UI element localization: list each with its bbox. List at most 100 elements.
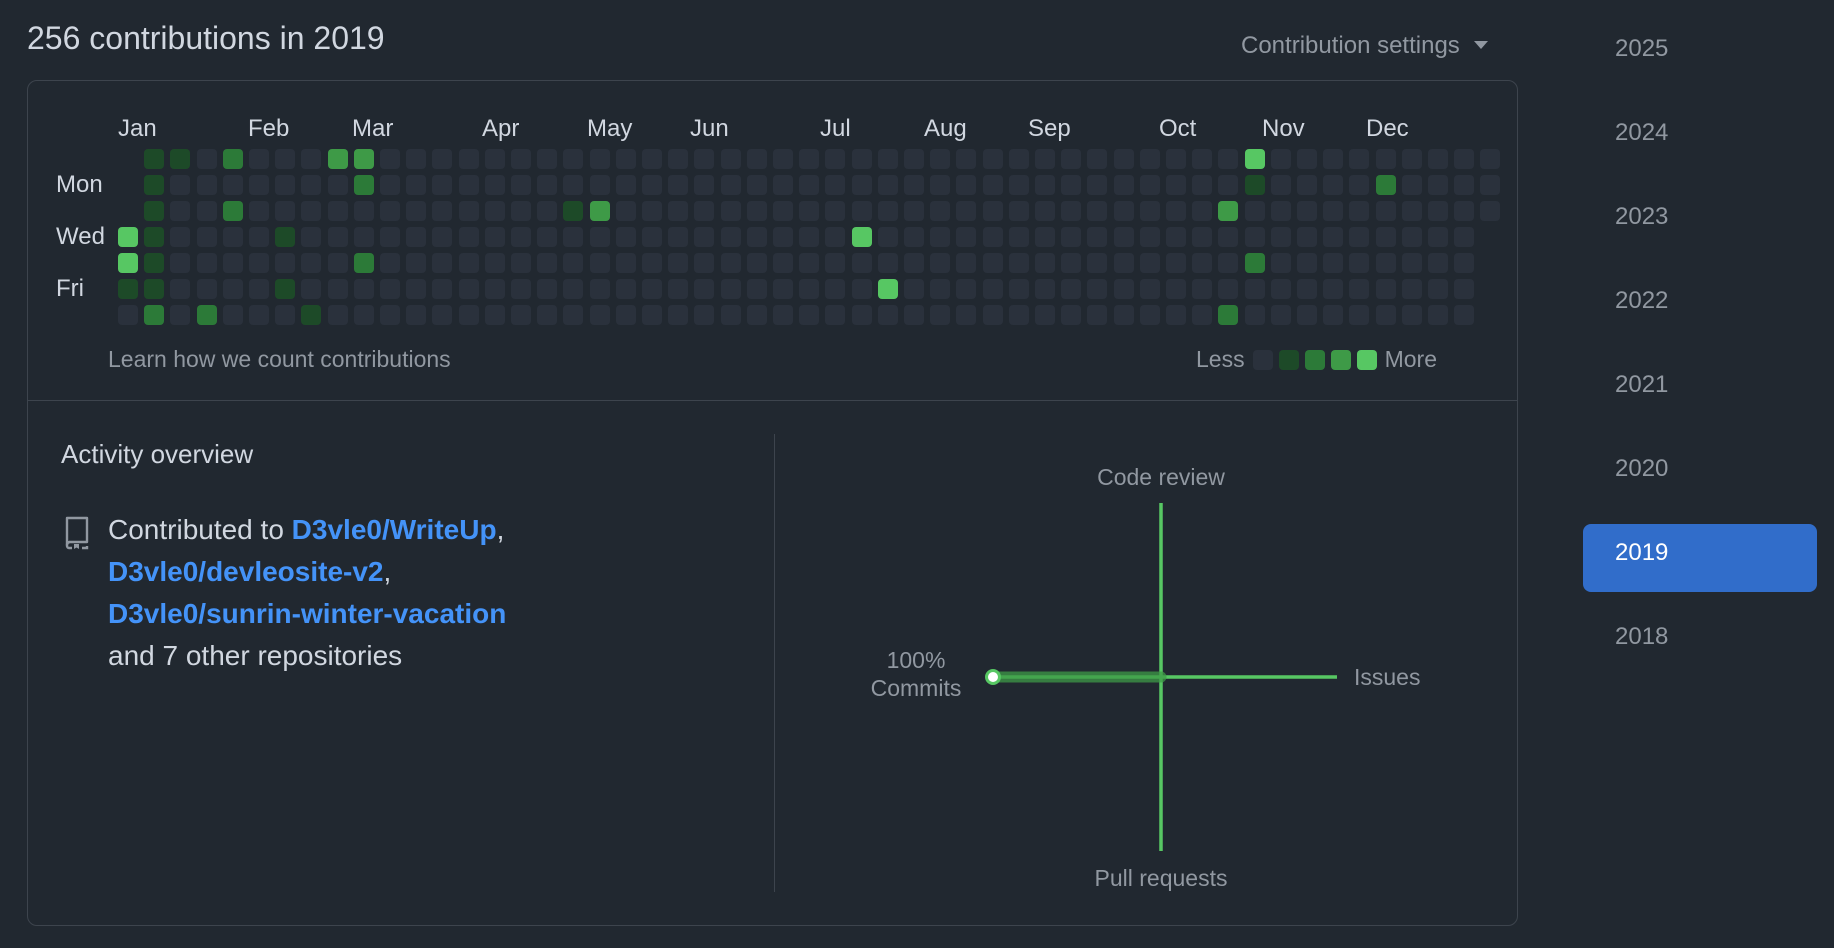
contribution-day-cell[interactable]: [1166, 201, 1186, 221]
contribution-day-cell[interactable]: [563, 227, 584, 247]
contribution-day-cell[interactable]: [1008, 149, 1029, 169]
contribution-day-cell[interactable]: [1008, 175, 1029, 195]
contribution-day-cell[interactable]: [1270, 175, 1291, 195]
contribution-day-cell[interactable]: [1323, 201, 1344, 221]
contribution-day-cell[interactable]: [511, 253, 531, 273]
contribution-day-cell[interactable]: [668, 253, 689, 273]
contribution-day-cell[interactable]: [511, 149, 531, 169]
contribution-day-cell[interactable]: [1454, 201, 1475, 221]
contribution-day-cell[interactable]: [432, 305, 453, 325]
contribution-day-cell[interactable]: [642, 175, 662, 195]
contribution-day-cell[interactable]: [222, 279, 243, 299]
contribution-day-cell[interactable]: [563, 175, 584, 195]
contribution-day-cell[interactable]: [249, 227, 269, 247]
contribution-day-cell[interactable]: [170, 227, 191, 247]
contribution-day-cell[interactable]: [1218, 175, 1239, 195]
contribution-day-cell[interactable]: [1375, 227, 1396, 247]
contribution-day-cell[interactable]: [1192, 201, 1213, 221]
contribution-day-cell[interactable]: [1270, 149, 1291, 169]
contribution-day-cell[interactable]: [851, 253, 872, 273]
contribution-day-cell[interactable]: [930, 175, 951, 195]
contribution-day-cell[interactable]: [380, 175, 400, 195]
contribution-day-cell[interactable]: [196, 175, 217, 195]
contribution-day-cell[interactable]: [1113, 201, 1134, 221]
contribution-day-cell[interactable]: [799, 175, 820, 195]
contribution-day-cell[interactable]: [1244, 253, 1265, 273]
contribution-day-cell[interactable]: [170, 175, 191, 195]
contribution-day-cell[interactable]: [1297, 279, 1317, 299]
contribution-day-cell[interactable]: [668, 305, 689, 325]
contribution-day-cell[interactable]: [432, 227, 453, 247]
contribution-day-cell[interactable]: [1270, 253, 1291, 273]
contribution-day-cell[interactable]: [589, 149, 610, 169]
contribution-day-cell[interactable]: [432, 175, 453, 195]
contribution-day-cell[interactable]: [694, 279, 715, 299]
contribution-day-cell[interactable]: [1401, 305, 1422, 325]
contribution-day-cell[interactable]: [1428, 227, 1448, 247]
contribution-day-cell[interactable]: [930, 279, 951, 299]
contribution-day-cell[interactable]: [1428, 149, 1448, 169]
contribution-day-cell[interactable]: [222, 175, 243, 195]
year-link-2024[interactable]: 2024: [1615, 119, 1669, 146]
contribution-day-cell[interactable]: [904, 175, 924, 195]
contribution-day-cell[interactable]: [825, 149, 846, 169]
contribution-day-cell[interactable]: [1008, 227, 1029, 247]
contribution-day-cell[interactable]: [1166, 253, 1186, 273]
contribution-day-cell[interactable]: [642, 149, 662, 169]
contribution-day-cell[interactable]: [694, 201, 715, 221]
contribution-day-cell[interactable]: [301, 175, 322, 195]
contribution-day-cell[interactable]: [1061, 175, 1082, 195]
contribution-day-cell[interactable]: [956, 253, 977, 273]
contribution-day-cell[interactable]: [1166, 149, 1186, 169]
contribution-day-cell[interactable]: [1113, 175, 1134, 195]
contribution-day-cell[interactable]: [956, 175, 977, 195]
contribution-day-cell[interactable]: [694, 305, 715, 325]
contribution-day-cell[interactable]: [904, 305, 924, 325]
contribution-day-cell[interactable]: [799, 279, 820, 299]
contribution-day-cell[interactable]: [1323, 175, 1344, 195]
repo-link-devleosite-v2[interactable]: D3vle0/devleosite-v2: [108, 556, 384, 587]
contribution-day-cell[interactable]: [118, 227, 138, 247]
contribution-day-cell[interactable]: [1244, 279, 1265, 299]
contribution-day-cell[interactable]: [1139, 201, 1160, 221]
contribution-day-cell[interactable]: [353, 175, 374, 195]
contribution-day-cell[interactable]: [380, 253, 400, 273]
contribution-day-cell[interactable]: [746, 149, 767, 169]
contribution-day-cell[interactable]: [1087, 175, 1108, 195]
contribution-day-cell[interactable]: [1244, 227, 1265, 247]
contribution-day-cell[interactable]: [432, 201, 453, 221]
contribution-day-cell[interactable]: [563, 305, 584, 325]
contribution-day-cell[interactable]: [1008, 201, 1029, 221]
contribution-day-cell[interactable]: [118, 253, 138, 273]
contribution-day-cell[interactable]: [222, 149, 243, 169]
contribution-day-cell[interactable]: [301, 201, 322, 221]
year-link-2022[interactable]: 2022: [1615, 287, 1669, 314]
contribution-day-cell[interactable]: [720, 201, 741, 221]
contribution-day-cell[interactable]: [851, 227, 872, 247]
contribution-day-cell[interactable]: [1061, 227, 1082, 247]
contribution-day-cell[interactable]: [118, 305, 138, 325]
contribution-day-cell[interactable]: [1061, 149, 1082, 169]
contribution-day-cell[interactable]: [563, 253, 584, 273]
contribution-day-cell[interactable]: [1218, 227, 1239, 247]
contribution-day-cell[interactable]: [458, 279, 479, 299]
contribution-day-cell[interactable]: [353, 149, 374, 169]
contribution-day-cell[interactable]: [196, 279, 217, 299]
contribution-day-cell[interactable]: [1113, 253, 1134, 273]
contribution-day-cell[interactable]: [537, 149, 558, 169]
contribution-day-cell[interactable]: [1139, 279, 1160, 299]
contribution-day-cell[interactable]: [537, 201, 558, 221]
year-link-2025[interactable]: 2025: [1615, 35, 1669, 62]
contribution-day-cell[interactable]: [144, 175, 165, 195]
contribution-day-cell[interactable]: [1061, 279, 1082, 299]
contribution-settings-button[interactable]: Contribution settings: [1241, 32, 1488, 60]
contribution-day-cell[interactable]: [589, 279, 610, 299]
contribution-day-cell[interactable]: [1454, 305, 1475, 325]
contribution-day-cell[interactable]: [484, 227, 505, 247]
contribution-day-cell[interactable]: [1218, 201, 1239, 221]
contribution-day-cell[interactable]: [327, 305, 348, 325]
contribution-day-cell[interactable]: [877, 175, 898, 195]
contribution-day-cell[interactable]: [1113, 149, 1134, 169]
contribution-day-cell[interactable]: [720, 305, 741, 325]
contribution-day-cell[interactable]: [1454, 227, 1475, 247]
